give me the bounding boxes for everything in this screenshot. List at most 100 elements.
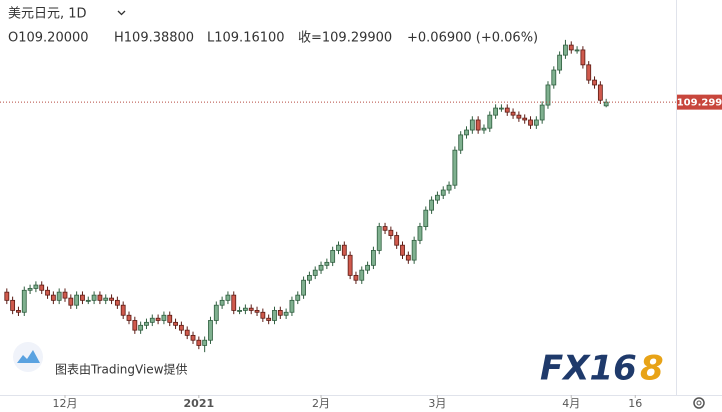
candle-body [435,194,440,201]
candle-body [592,79,597,86]
dropdown-chevron[interactable] [117,10,126,16]
candle-body [242,307,248,311]
candle-body [446,184,452,191]
candle-body [178,324,184,331]
candle-body [21,289,27,313]
candle-body [196,339,202,346]
candle-body [97,294,103,301]
candle-body [312,269,318,276]
candle-body [563,44,568,56]
candle-body [388,229,394,236]
candle-body [155,317,161,321]
legend-high: H109.38800 [114,31,194,46]
candle-body [568,44,574,51]
logo-main: FX16 [540,349,637,389]
logo-accent: 8 [640,349,664,389]
candle-body [382,226,388,231]
candle-body [237,310,242,312]
candle-body [539,104,545,121]
candle-body [126,314,132,321]
candle-body [202,339,208,346]
candle-body [213,304,219,321]
candle-body [27,288,33,291]
legend-change: +0.06900 (+0.06%) [407,31,538,46]
settings-gear[interactable] [693,397,705,409]
candle-body [208,320,213,341]
candle-body [499,107,504,110]
candle-body [330,250,336,263]
candle-body [440,189,446,196]
x-tick-label: 4月 [562,397,580,410]
candle-body [516,114,522,119]
legend-open: O109.20000 [8,31,89,46]
candle-body [464,129,469,136]
candle-body [324,261,330,266]
candle-body [411,239,417,261]
candle-body [353,274,359,281]
candle-body [149,317,155,323]
candle-body [161,314,167,321]
candle-body [283,311,289,316]
candle-body [295,294,301,301]
candle-body [528,119,533,126]
candle-body [138,324,144,331]
candle-body [248,307,254,311]
candle-body [405,254,411,261]
candle-body [359,269,365,281]
x-tick-label: 12月 [52,397,77,410]
candle-body [318,264,324,271]
candle-body [475,119,481,131]
candle-body [394,235,400,246]
candle-body [219,299,225,306]
candle-body [301,279,306,296]
tradingview-icon [13,342,43,372]
candle-body [114,299,120,306]
candle-body [504,107,510,113]
x-tick-label: 2021 [184,397,215,410]
candle-body [4,291,10,301]
candle-body [190,334,196,341]
candle-body [225,294,231,301]
candle-body [400,244,405,256]
candle-body [50,294,56,301]
candle-body [16,310,21,313]
candle-body [376,226,382,251]
candle-body [132,320,138,331]
candle-body [487,114,493,129]
candle-body [586,64,592,81]
candle-body [80,294,85,301]
candle-body [39,284,45,291]
candle-body [510,111,516,116]
candle-body [144,321,149,326]
x-tick-label: 16 [628,397,642,410]
legend-low: L109.16100 [207,31,285,46]
candle-body [336,244,341,251]
candle-body [365,264,370,271]
candle-body [260,311,266,319]
candle-body [429,199,434,211]
chart-title: 美元日元, 1D [8,7,87,22]
candle-body [272,310,277,321]
candle-body [545,84,551,106]
candle-body [423,209,429,227]
candle-body [341,244,347,256]
candle-body [231,294,237,311]
candle-body [91,294,97,301]
candle-body [371,250,376,266]
watermark: 图表由TradingView提供 [55,362,188,377]
price-label-box [677,94,722,110]
legend-close: 收=109.29900 [298,31,392,46]
candle-body [103,297,109,301]
candle-body [306,274,312,281]
candle-body [173,321,178,326]
candle-body [68,297,74,306]
candle-body [109,297,114,301]
x-tick-label: 2月 [312,397,330,410]
candle-body [289,299,295,313]
candle-body [56,291,62,301]
candle-body [277,310,283,316]
candle-body [33,284,39,289]
candle-body [574,49,580,52]
candle-body [74,294,80,306]
